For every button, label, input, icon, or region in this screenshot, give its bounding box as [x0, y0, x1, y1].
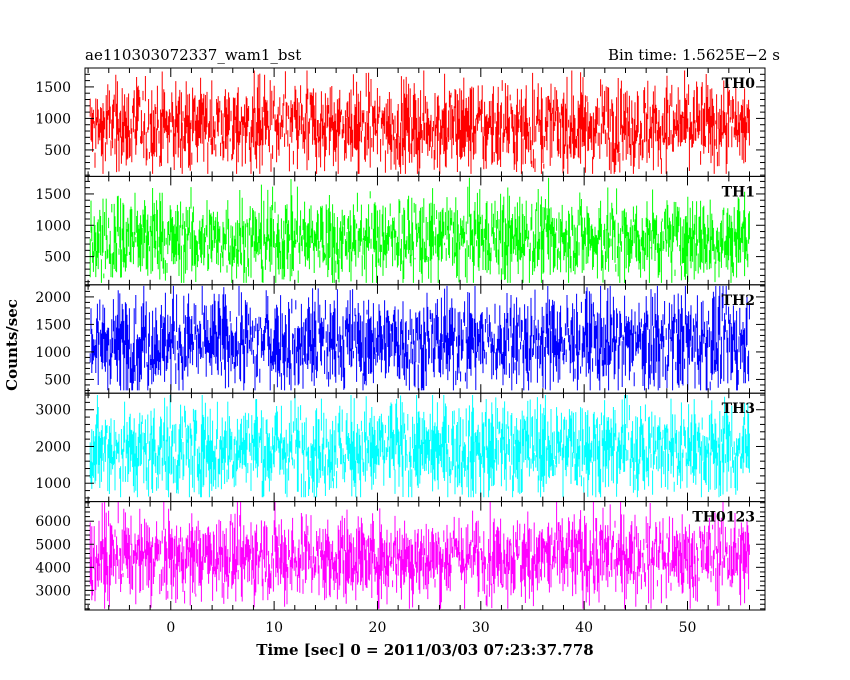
- channel-label: TH2: [722, 293, 755, 309]
- y-tick-label: 2000: [35, 439, 71, 455]
- channel-label: TH1: [722, 184, 755, 200]
- y-tick-label: 1500: [35, 317, 71, 333]
- y-tick-label: 2000: [35, 290, 71, 306]
- panel-frame: [84, 501, 766, 611]
- series-th1: [89, 177, 750, 283]
- x-tick-label: 10: [265, 620, 283, 636]
- y-tick-label: 5000: [35, 537, 71, 553]
- y-tick-label: 3000: [35, 403, 71, 419]
- y-tick-label: 6000: [35, 514, 71, 530]
- y-tick-label: 1000: [35, 476, 71, 492]
- y-tick-label: 500: [44, 372, 71, 388]
- x-tick-label: 40: [575, 620, 593, 636]
- channel-label: TH0123: [692, 510, 755, 526]
- y-tick-label: 3000: [35, 583, 71, 599]
- channel-label: TH0: [722, 76, 756, 92]
- channel-label: TH3: [722, 401, 755, 417]
- y-tick-label: 1500: [35, 187, 71, 203]
- x-tick-label: 0: [166, 620, 175, 636]
- x-tick-label: 50: [679, 620, 697, 636]
- series-th0123: [89, 501, 750, 609]
- y-tick-label: 500: [44, 143, 71, 159]
- panel-th0: 500 1000 1500 TH0: [35, 67, 766, 177]
- series-th3: [89, 395, 750, 498]
- x-tick-label: 30: [472, 620, 490, 636]
- observation-id-title: ae110303072337_wam1_bst: [85, 46, 301, 64]
- y-tick-label: 1000: [35, 218, 71, 234]
- x-tick-label: 20: [369, 620, 387, 636]
- series-th0: [89, 70, 750, 174]
- y-tick-label: 500: [44, 250, 71, 266]
- panel-th0123: 3000 4000 5000 6000 TH0123: [35, 501, 766, 611]
- panel-th3: 1000 2000 3000 TH3: [35, 392, 766, 503]
- y-tick-label: 1000: [35, 111, 71, 127]
- panel-th1: 500 1000 1500 TH1: [35, 175, 766, 286]
- bin-time-label: Bin time: 1.5625E−2 s: [608, 46, 780, 64]
- panel-th2: 500 1000 1500 2000 TH2: [35, 284, 766, 394]
- y-tick-label: 1500: [35, 80, 71, 96]
- y-axis-label: Counts/sec: [3, 299, 21, 391]
- y-tick-label: 1000: [35, 345, 71, 361]
- y-tick-label: 4000: [35, 560, 71, 576]
- x-axis-label: Time [sec] 0 = 2011/03/03 07:23:37.778: [256, 641, 593, 659]
- series-th2: [89, 285, 750, 391]
